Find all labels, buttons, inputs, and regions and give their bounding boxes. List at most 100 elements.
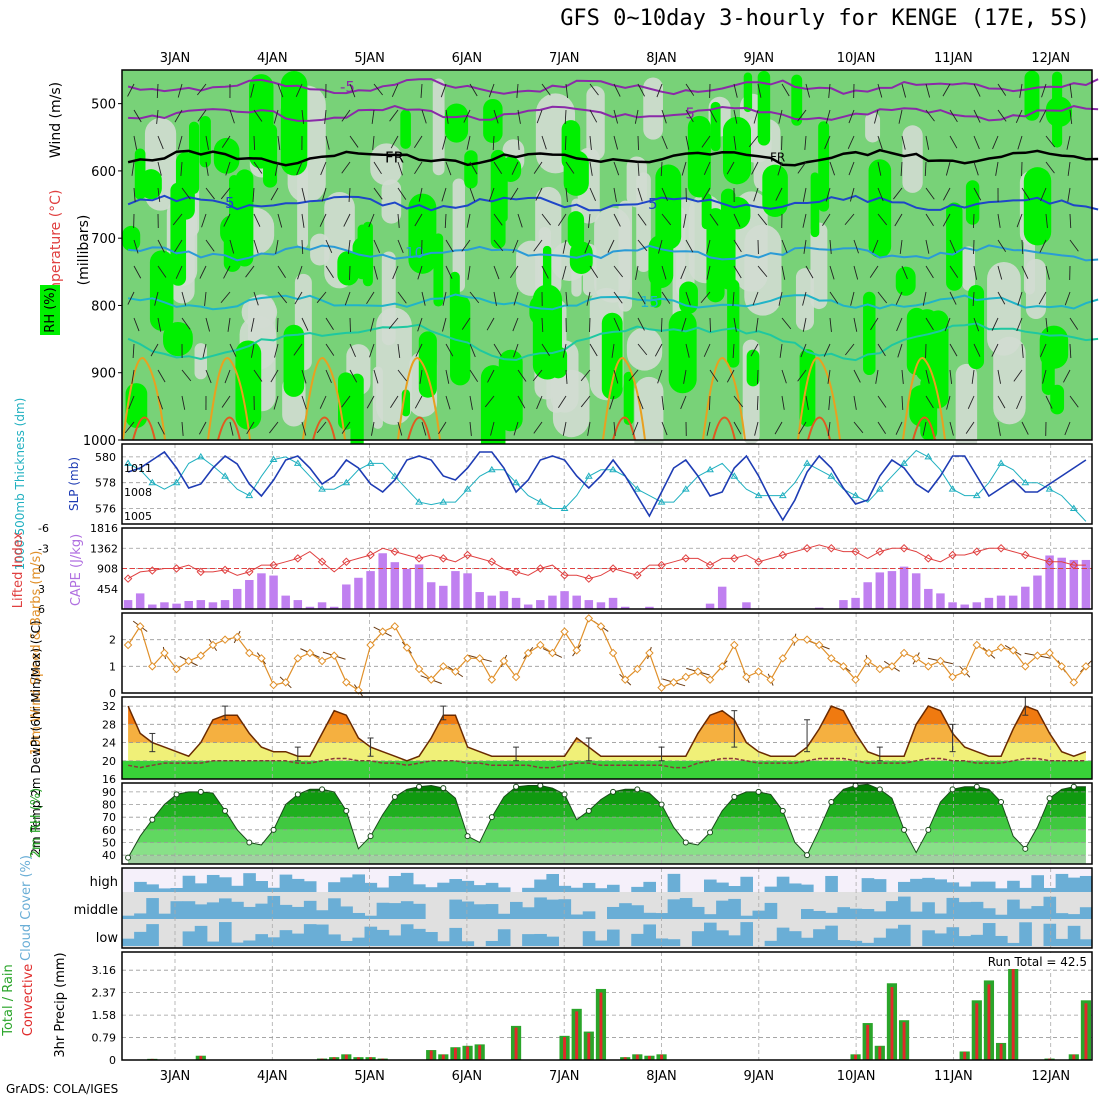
wind-barb [484,395,495,408]
cloud-bar-low [776,927,790,946]
wind-barb [253,213,261,227]
wind-barb [133,265,142,279]
cloud-bar-middle [898,896,911,919]
thickness-marker [948,485,957,492]
wind-barb [657,369,663,384]
wind-barb [798,421,807,435]
cloud-bar-high [534,879,547,892]
cloud-bar-low [849,940,863,946]
wind-speed-marker [293,654,303,663]
wind-barb [681,161,687,176]
cloud-bar-middle [510,901,523,919]
wind-barb [301,317,309,331]
rh-dry-area [372,366,383,429]
wind-barb [973,161,979,176]
cloud-bar-high [873,879,887,892]
precip-convective-bar [623,1057,627,1060]
wind-barb [157,161,162,176]
wind-barb [157,369,166,383]
wind-barb [467,265,471,280]
wind-barb [732,343,735,359]
li-tick-label: 0 [38,563,45,576]
thickness-marker [730,472,739,479]
wind-barb [637,395,644,410]
cloud-bar-middle [740,915,753,919]
cloud-bar-middle [861,909,875,919]
wind-barb [565,369,568,384]
wind-barb [877,421,887,434]
wind-barb [1069,317,1079,330]
pressure-tick-label: 900 [91,367,116,382]
wind-barb [157,395,164,410]
cloud-bar-low [303,924,317,946]
isotherm-line [128,244,1099,262]
cloud-bar-low [982,923,996,946]
rh-tick-label: 80 [102,799,116,812]
wind-barb [441,135,447,150]
wind-speed-marker [948,672,957,682]
cloud-bar-high [740,876,753,892]
wind-speed-marker [851,675,860,684]
date-label-top: 5JAN [354,51,385,66]
wind-barb [611,343,615,358]
cloud-bar-high [340,877,353,892]
wind-barb [748,135,759,148]
wind-barb [637,187,643,202]
cloud-bar-high [497,887,511,892]
wind-barb [441,187,447,202]
isotherm-warm [397,357,441,441]
cloud-bar-middle [497,913,511,919]
cloud-bar-low [667,939,681,946]
rh-legend-swatch [40,285,60,335]
cloud-bar-low [946,927,960,946]
wind-barb [1013,369,1023,382]
wind-barb [488,83,495,98]
precip-convective-bar [1072,1054,1076,1060]
cloud-bar-middle [801,909,814,919]
precip-convective-bar [199,1055,203,1060]
wind-barb [869,265,879,278]
wind-barb [656,83,663,98]
cloud-bar-high [473,885,487,892]
cloud-bar-low [922,930,935,946]
wind-barb [898,109,903,124]
wind-barb [229,421,234,436]
rh-marker [343,807,350,814]
wind-barb [754,421,759,436]
wind-barb [1045,135,1056,148]
slp-axis-label-group: SLP (mb) [67,457,81,511]
wind-speed-marker [972,640,982,650]
cloud-bar-high [1007,880,1020,892]
isotherm-label: -5 [340,78,355,96]
rh-marker [1046,795,1053,802]
wind-barb [613,291,623,304]
cloud-bar-middle [1007,899,1020,919]
wind-barb [942,83,951,97]
rh-moist-area [723,196,751,230]
cloud-bar-middle [413,903,426,919]
wind-barb [250,317,255,332]
wind-barb [131,369,135,384]
wind-barb [1069,109,1073,124]
li-marker [827,544,836,553]
thickness-marker [584,472,593,479]
wind-barb [366,291,375,305]
li-marker [851,547,860,556]
wind-barb [275,239,279,254]
wind-barb [661,187,668,202]
rh-marker [998,798,1005,805]
rh-moist-area [529,294,555,326]
wind-barb [205,239,215,252]
rh-moist-area [1045,96,1073,128]
precip-convective-bar [599,992,603,1060]
wind-barb [829,291,839,304]
wind-speed-marker [1008,646,1018,655]
wind-barb [997,395,1006,409]
cape-bar [354,577,363,609]
rh-moist-area [946,202,963,291]
wind-barb [253,369,263,382]
rh-moist-area [235,169,254,267]
wind-speed-marker [426,675,436,684]
cloud-bar-low [546,936,559,946]
cloud-bar-high [388,875,402,892]
